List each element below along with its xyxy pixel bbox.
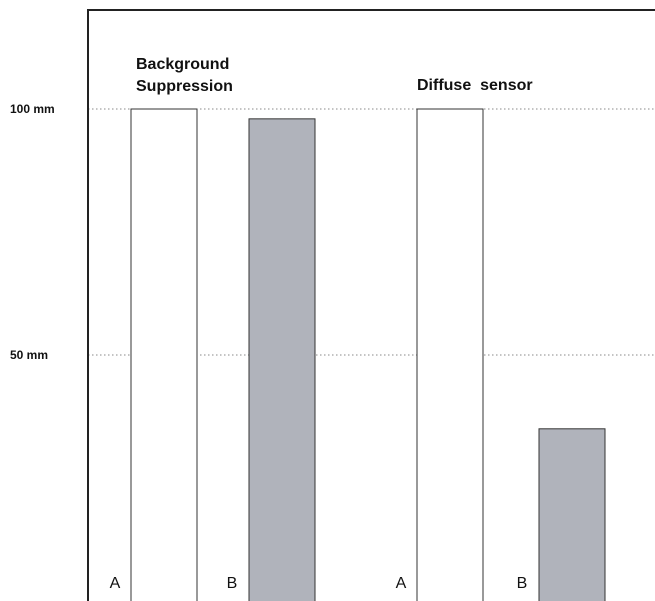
category-label-group2-B: B — [517, 575, 528, 592]
y-tick-label-1: 50 mm — [10, 348, 48, 362]
group-title-1: Background Suppression — [136, 56, 233, 95]
category-label-group1-B: B — [227, 575, 238, 592]
y-tick-label-0: 100 mm — [10, 102, 55, 116]
bar-group1-B — [248, 118, 316, 601]
group-title-1-line-1: Background — [136, 56, 229, 73]
group-titles: Background Suppression Diffuse sensor — [136, 56, 533, 95]
category-label-group1-A: A — [110, 575, 121, 592]
group-title-2-line-1: Diffuse sensor — [417, 77, 533, 94]
group-title-2: Diffuse sensor — [417, 77, 533, 94]
bars — [130, 108, 606, 601]
bar-group1-A — [130, 108, 198, 601]
bar-group2-A — [416, 108, 484, 601]
group-title-1-line-2: Suppression — [136, 78, 233, 95]
bar-group2-B — [538, 428, 606, 601]
y-tick-labels: 100 mm 50 mm — [10, 102, 55, 362]
gridlines — [88, 108, 655, 356]
category-label-group2-A: A — [396, 575, 407, 592]
axes — [87, 9, 655, 601]
